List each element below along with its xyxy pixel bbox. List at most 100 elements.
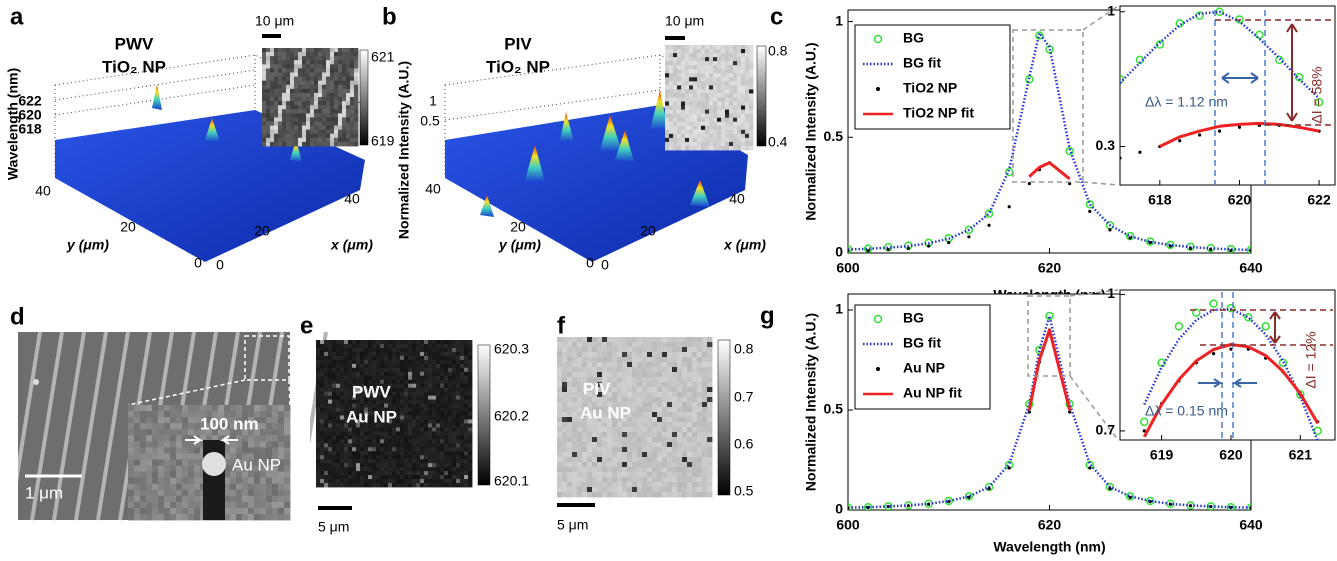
pixel xyxy=(440,392,444,396)
pixel xyxy=(468,439,472,443)
pixel xyxy=(647,437,652,442)
pixel xyxy=(729,57,733,61)
pixel xyxy=(284,484,290,490)
pixel xyxy=(627,377,632,382)
pixel xyxy=(412,435,416,439)
pixel xyxy=(741,138,745,142)
pixel xyxy=(436,364,440,368)
pixel xyxy=(344,348,348,352)
pixel xyxy=(689,118,693,122)
pixel xyxy=(607,422,612,427)
pixel xyxy=(152,484,158,490)
pixel xyxy=(284,423,290,429)
pixel xyxy=(577,457,582,462)
pixel xyxy=(460,392,464,396)
pixel xyxy=(647,392,652,397)
x-tick-label: 621 xyxy=(1289,447,1313,463)
pixel xyxy=(392,463,396,467)
pixel xyxy=(408,368,412,372)
pixel xyxy=(662,367,667,372)
pixel xyxy=(364,348,368,352)
pixel xyxy=(318,134,322,138)
pixel xyxy=(286,48,290,52)
pixel xyxy=(669,134,673,138)
pixel xyxy=(274,68,278,72)
pixel xyxy=(368,372,372,376)
pixel xyxy=(452,451,456,455)
pixel xyxy=(400,447,404,451)
pixel xyxy=(404,439,408,443)
pixel xyxy=(368,368,372,372)
pixel xyxy=(677,357,682,362)
pixel xyxy=(452,412,456,416)
pixel xyxy=(270,52,274,56)
pixel xyxy=(597,342,602,347)
pixel xyxy=(709,73,713,77)
pixel xyxy=(456,372,460,376)
pixel xyxy=(452,471,456,475)
pixel xyxy=(412,427,416,431)
pixel xyxy=(673,93,677,97)
pixel xyxy=(344,455,348,459)
pixel xyxy=(314,64,318,68)
pixel xyxy=(468,396,472,400)
pixel xyxy=(314,73,318,77)
pixel xyxy=(368,443,372,447)
pixel xyxy=(677,49,681,53)
pixel xyxy=(637,347,642,352)
pixel xyxy=(420,340,424,344)
pixel xyxy=(741,57,745,61)
pixel xyxy=(632,362,637,367)
pixel xyxy=(326,81,330,85)
pixel xyxy=(350,97,354,101)
pixel xyxy=(701,57,705,61)
pixel xyxy=(567,407,572,412)
pixel xyxy=(456,412,460,416)
pixel xyxy=(436,368,440,372)
pixel xyxy=(717,114,721,118)
pixel xyxy=(328,467,332,471)
pixel xyxy=(338,73,342,77)
pixel xyxy=(360,435,364,439)
pixel xyxy=(344,392,348,396)
pixel xyxy=(432,451,436,455)
pixel xyxy=(298,60,302,64)
pixel xyxy=(282,93,286,97)
pixel xyxy=(607,462,612,467)
pixel xyxy=(460,384,464,388)
pixel xyxy=(376,340,380,344)
pixel xyxy=(316,368,320,372)
pixel xyxy=(452,431,456,435)
pixel xyxy=(328,435,332,439)
pixel xyxy=(354,138,358,142)
pixel xyxy=(562,357,567,362)
pixel xyxy=(306,105,310,109)
pixel xyxy=(324,459,328,463)
pixel xyxy=(392,435,396,439)
pixel xyxy=(448,388,452,392)
pixel xyxy=(721,146,725,150)
pixel xyxy=(681,53,685,57)
pixel xyxy=(448,352,452,356)
pixel xyxy=(428,467,432,471)
pixel xyxy=(146,441,152,447)
pixel xyxy=(388,344,392,348)
pixel xyxy=(380,471,384,475)
pixel xyxy=(176,484,182,490)
pixel xyxy=(562,352,567,357)
pixel xyxy=(356,376,360,380)
pixel xyxy=(713,130,717,134)
pixel xyxy=(318,101,322,105)
pixel xyxy=(612,457,617,462)
pixel xyxy=(632,392,637,397)
pixel xyxy=(420,431,424,435)
pixel xyxy=(334,68,338,72)
pixel xyxy=(665,134,669,138)
pixel xyxy=(248,508,254,514)
pixel xyxy=(360,344,364,348)
pixel xyxy=(290,52,294,56)
pixel xyxy=(338,60,342,64)
pixel xyxy=(436,455,440,459)
pixel xyxy=(282,81,286,85)
pixel xyxy=(420,376,424,380)
